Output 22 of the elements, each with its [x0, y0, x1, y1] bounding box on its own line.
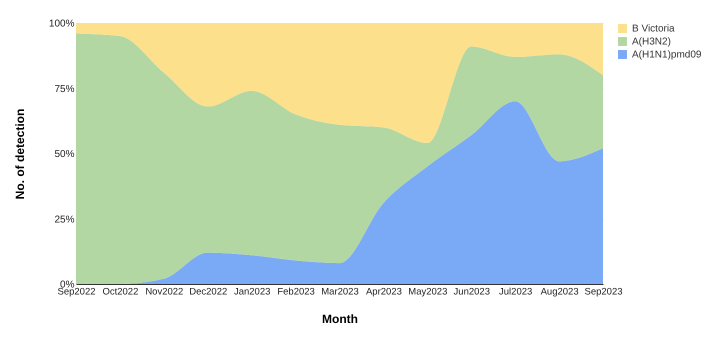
x-tick-label: Jun2023 — [454, 286, 490, 298]
x-tick-label: Aug2023 — [540, 286, 579, 298]
legend-label: B Victoria — [632, 24, 676, 34]
x-tick-label: Feb2023 — [277, 286, 315, 298]
x-axis-title: Month — [322, 312, 358, 326]
legend-label: A(H3N2) — [632, 36, 671, 48]
x-tick-label: Apr2023 — [366, 286, 402, 298]
y-axis-title: No. of detection — [12, 108, 27, 200]
x-tick-label: Nov2022 — [145, 286, 184, 298]
legend-label: A(H1N1)pmd09 — [632, 50, 702, 60]
y-tick-label: 100% — [48, 18, 75, 30]
x-tick-label: Jul2023 — [499, 286, 532, 298]
x-tick-label: Sep2023 — [584, 286, 623, 298]
y-tick-label: 50% — [54, 149, 75, 160]
y-tick-label: 25% — [54, 214, 75, 226]
y-tick-label: 75% — [54, 84, 75, 95]
x-tick-label: Jan2023 — [234, 286, 270, 298]
x-tick-label: Sep2022 — [57, 286, 96, 298]
x-tick-label: Mar2023 — [321, 286, 359, 298]
x-tick-label: Dec2022 — [189, 286, 228, 298]
x-tick-label: May2023 — [408, 286, 448, 298]
x-tick-label: Oct2022 — [102, 286, 138, 298]
